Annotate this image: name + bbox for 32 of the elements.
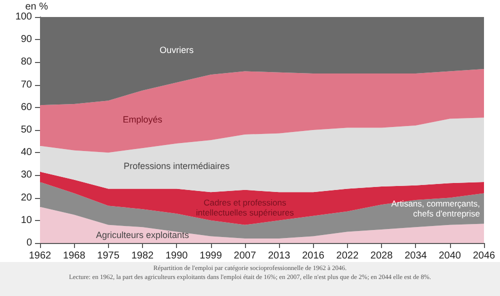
y-tick-label: 0 <box>26 238 32 248</box>
x-tick-label: 2046 <box>472 250 496 262</box>
x-tick-label: 1990 <box>165 250 188 262</box>
series-label: Ouvriers <box>160 44 194 55</box>
x-tick-label: 1975 <box>97 250 120 262</box>
y-tick-label: 80 <box>20 56 32 68</box>
x-tick-label: 2022 <box>336 250 359 262</box>
y-tick-label: 60 <box>20 102 32 113</box>
y-tick-label: 40 <box>20 147 32 158</box>
x-tick-label: 1968 <box>63 250 86 262</box>
x-tick-label: 2034 <box>404 250 428 262</box>
y-axis-title: en % <box>25 2 48 13</box>
x-tick-label: 2013 <box>268 250 291 262</box>
y-tick-label: 30 <box>20 170 32 181</box>
x-tick-label: 2040 <box>438 250 462 262</box>
x-tick-label: 1962 <box>28 250 52 262</box>
series-label: Agriculteurs exploitants <box>96 230 190 240</box>
y-tick-label: 10 <box>20 214 32 226</box>
x-tick-label: 1999 <box>200 250 222 262</box>
series-label: Cadres et professions intellectuelles supérieures <box>196 197 294 218</box>
x-tick-label: 2028 <box>370 250 394 262</box>
y-tick-label: 70 <box>20 79 32 90</box>
series-label: Employés <box>122 114 163 124</box>
y-tick-label: 50 <box>20 124 32 136</box>
x-tick-label: 2007 <box>234 250 256 262</box>
x-tick-label: 1982 <box>131 250 154 262</box>
x-tick-label: 2016 <box>302 250 325 262</box>
y-tick-label: 20 <box>20 192 32 204</box>
series-label: Professions intermédiaires <box>124 161 230 172</box>
y-tick-label: 100 <box>15 12 32 22</box>
y-tick-label: 90 <box>20 34 32 46</box>
series-label: Artisans, commerçants, chefs d'entreprise <box>391 198 480 219</box>
